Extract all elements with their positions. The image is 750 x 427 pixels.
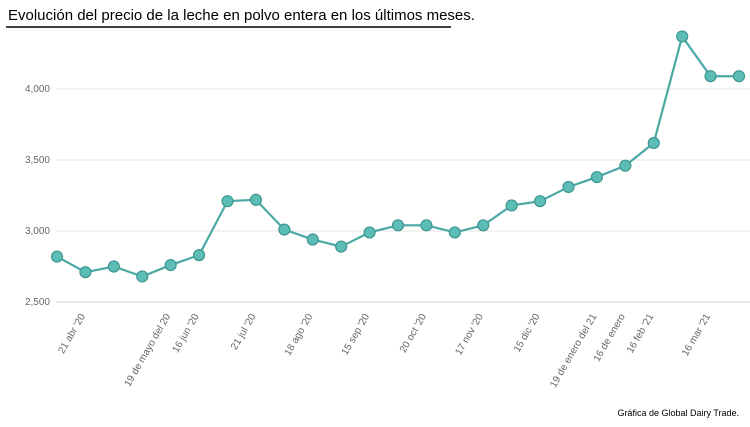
marker [505, 199, 518, 212]
marker [704, 70, 717, 83]
marker [619, 159, 632, 172]
x-tick-label: 15 dic '20 [512, 312, 543, 355]
x-tick-label: 17 nov '20 [453, 312, 486, 358]
x-tick-label: 15 sep '20 [340, 312, 373, 358]
marker [533, 195, 547, 208]
marker [164, 258, 177, 272]
marker [647, 136, 660, 150]
y-tick-label: 3,000 [25, 226, 50, 237]
x-tick-label: 20 oct '20 [398, 312, 429, 355]
marker [676, 30, 689, 43]
marker [249, 193, 263, 206]
line [56, 33, 739, 278]
marker [732, 70, 746, 83]
marker [391, 219, 405, 232]
x-tick-label: 21 jul '20 [229, 312, 259, 352]
chart-title: Evolución del precio de la leche en polv… [8, 7, 475, 24]
x-tick-label: 16 jun '20 [171, 312, 202, 355]
marker [448, 226, 461, 239]
x-tick-label: 19 de enero del 21 [548, 312, 599, 390]
marker [50, 250, 64, 263]
marker [590, 170, 604, 184]
x-tick-label: 16 mar '21 [680, 312, 713, 359]
marker [562, 180, 575, 194]
marker [420, 219, 433, 232]
x-tick-label: 18 ago '20 [283, 312, 316, 358]
y-tick-label: 2,500 [25, 297, 50, 308]
marker [221, 195, 234, 208]
marker [335, 240, 348, 253]
x-tick-label: 21 abr '20 [56, 312, 88, 356]
x-tick-label: 19 de mayo del 20 [123, 312, 174, 389]
marker [363, 226, 376, 239]
marker [79, 266, 92, 279]
y-tick-label: 3,500 [25, 155, 50, 166]
marker [107, 260, 120, 273]
y-tick-label: 4,000 [25, 84, 50, 95]
marker [306, 233, 319, 246]
marker [477, 219, 490, 232]
marker [192, 249, 206, 262]
marker [278, 223, 291, 236]
source-note: Gráfica de Global Dairy Trade. [617, 408, 739, 418]
marker [136, 270, 149, 283]
x-tick-label: 16 feb '21 [625, 312, 657, 356]
